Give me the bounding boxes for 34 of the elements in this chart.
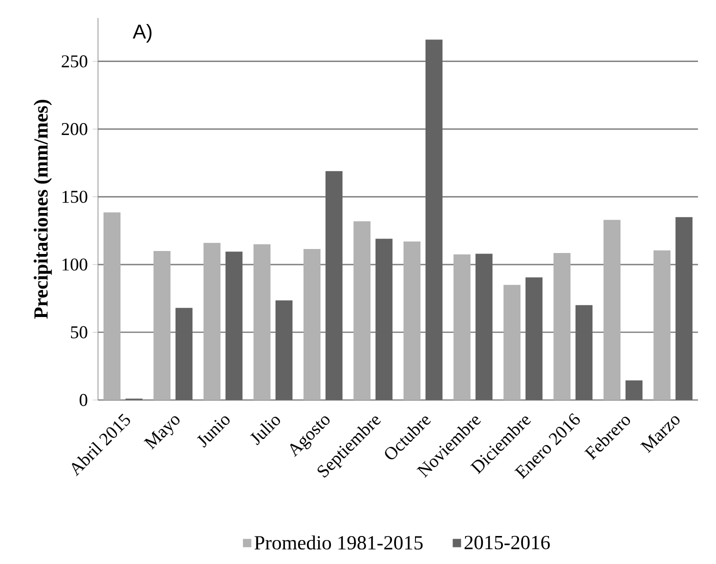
bar <box>226 252 242 400</box>
bar <box>176 308 193 400</box>
bar <box>526 277 543 400</box>
bar <box>654 250 671 400</box>
bar <box>154 250 171 400</box>
x-tick-label: Julio <box>250 416 280 446</box>
bar <box>426 40 443 400</box>
bar <box>254 244 271 400</box>
bar <box>604 220 621 400</box>
bar <box>404 242 421 400</box>
bar <box>504 284 521 400</box>
bar <box>354 221 371 400</box>
bar <box>304 248 321 400</box>
y-tick-label: 0 <box>80 394 88 406</box>
bar <box>576 305 593 400</box>
legend-label: 2015-2016 <box>464 536 550 550</box>
bar <box>204 242 221 400</box>
legend-label: Promedio 1981-2015 <box>254 535 423 550</box>
bar <box>326 171 343 400</box>
bar <box>276 300 293 400</box>
y-tick-label: 50 <box>71 326 88 338</box>
y-tick-label: 200 <box>62 122 88 136</box>
bar <box>104 212 121 400</box>
y-tick-label: 250 <box>62 55 88 68</box>
bar <box>626 380 643 400</box>
bar <box>676 217 693 400</box>
bar <box>554 253 571 400</box>
bar <box>376 238 393 400</box>
y-axis-title: Precipitaciones (mm/mes) <box>34 100 52 319</box>
annotation: A) <box>132 24 152 43</box>
y-tick-label: 150 <box>62 190 88 203</box>
y-tick-label: 100 <box>62 258 88 271</box>
bar <box>454 254 471 400</box>
bar <box>476 254 493 400</box>
